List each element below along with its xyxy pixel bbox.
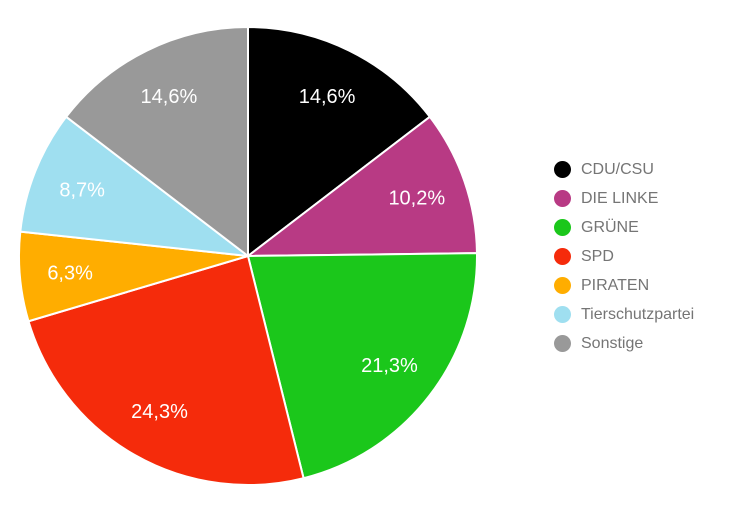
legend-item-tierschutzpartei[interactable]: Tierschutzpartei [554, 300, 694, 329]
legend-item-spd[interactable]: SPD [554, 242, 694, 271]
legend-label: GRÜNE [581, 218, 639, 236]
pie-slice-cdu-csu[interactable] [247, 26, 431, 257]
legend-label: CDU/CSU [581, 160, 654, 178]
legend-label: PIRATEN [581, 276, 650, 294]
legend-item-sonstige[interactable]: Sonstige [554, 329, 694, 358]
legend-swatch [554, 190, 571, 207]
pie-slice-sonstige[interactable] [65, 26, 249, 257]
legend-item-die-linke[interactable]: DIE LINKE [554, 184, 694, 213]
legend-swatch [554, 277, 571, 294]
pie-slice-gruene[interactable] [247, 252, 478, 480]
legend-item-gruene[interactable]: GRÜNE [554, 213, 694, 242]
legend-swatch [554, 219, 571, 236]
legend-label: Tierschutzpartei [581, 305, 695, 323]
legend-swatch [554, 335, 571, 352]
legend-swatch [554, 248, 571, 265]
legend: CDU/CSU DIE LINKE GRÜNE SPD PIRATEN Tierschut… [554, 155, 694, 358]
pie-slice-die-linke[interactable] [247, 115, 478, 257]
legend-label: Sonstige [581, 334, 644, 352]
legend-swatch [554, 161, 571, 178]
legend-swatch [554, 306, 571, 323]
pie-chart-svg: 14,6%10,2%21,3%24,3%6,3%8,7%14,6% [18, 26, 478, 486]
pie-slice-tierschutzpartei[interactable] [19, 115, 249, 257]
legend-item-cdu-csu[interactable]: CDU/CSU [554, 155, 694, 184]
legend-label: SPD [581, 247, 614, 265]
legend-item-piraten[interactable]: PIRATEN [554, 271, 694, 300]
legend-label: DIE LINKE [581, 189, 659, 207]
pie-slice-spd[interactable] [27, 255, 305, 486]
